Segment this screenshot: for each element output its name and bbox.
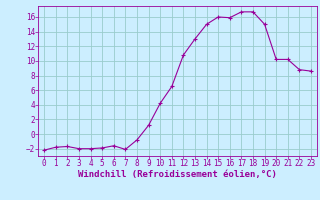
X-axis label: Windchill (Refroidissement éolien,°C): Windchill (Refroidissement éolien,°C)	[78, 170, 277, 179]
